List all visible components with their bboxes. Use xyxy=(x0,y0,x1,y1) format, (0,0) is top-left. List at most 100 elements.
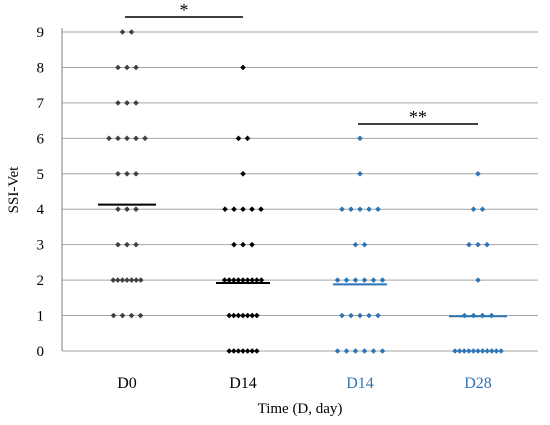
significance-label: ** xyxy=(409,107,427,127)
data-point xyxy=(249,206,255,213)
data-point xyxy=(479,348,486,354)
significance-label: * xyxy=(180,0,189,20)
data-point xyxy=(137,312,144,319)
data-point xyxy=(133,100,139,106)
data-point xyxy=(128,277,135,283)
data-point xyxy=(366,206,372,213)
data-point xyxy=(357,135,363,142)
data-point xyxy=(254,277,260,283)
data-point xyxy=(124,277,130,283)
data-point xyxy=(133,206,139,213)
data-point xyxy=(231,241,237,248)
data-point xyxy=(339,206,345,213)
data-point xyxy=(343,277,350,283)
data-point xyxy=(115,100,121,106)
data-point xyxy=(258,206,264,213)
data-point xyxy=(244,135,251,142)
gridlines xyxy=(61,28,538,352)
data-point xyxy=(254,348,260,354)
y-tick-label: 2 xyxy=(37,273,45,289)
data-point xyxy=(357,170,363,177)
data-point xyxy=(470,348,477,354)
data-point xyxy=(240,312,246,319)
data-point xyxy=(240,64,246,71)
data-point xyxy=(379,277,386,283)
data-point xyxy=(249,241,255,248)
data-point xyxy=(124,64,130,71)
data-point xyxy=(133,64,139,71)
y-tick-label: 9 xyxy=(37,25,45,41)
y-tick-label: 6 xyxy=(37,131,45,147)
data-point xyxy=(142,135,148,142)
data-point xyxy=(240,170,246,177)
data-point xyxy=(226,277,232,283)
data-point xyxy=(231,348,237,354)
x-category-label: D14 xyxy=(346,375,374,392)
data-point xyxy=(484,241,490,248)
data-point xyxy=(119,312,126,319)
data-point xyxy=(357,206,363,213)
data-point xyxy=(124,206,130,213)
data-point xyxy=(226,312,232,319)
data-point xyxy=(128,29,135,35)
x-category-label: D0 xyxy=(117,375,137,392)
data-point xyxy=(249,312,255,319)
y-tick-labels: 0 1 2 3 4 5 6 7 8 9 xyxy=(37,25,45,360)
data-point xyxy=(115,277,121,283)
data-point xyxy=(258,277,265,283)
data-point xyxy=(493,348,500,354)
data-point xyxy=(244,348,251,354)
y-tick-label: 7 xyxy=(37,96,45,112)
data-point xyxy=(128,312,135,319)
data-point xyxy=(240,348,246,354)
data-point xyxy=(475,348,481,354)
data-point xyxy=(124,170,130,177)
data-point xyxy=(231,312,237,319)
data-point xyxy=(249,348,255,354)
data-point xyxy=(456,348,463,354)
data-points xyxy=(106,29,504,354)
x-category-label: D28 xyxy=(464,375,492,392)
data-point xyxy=(110,312,117,319)
data-point xyxy=(343,348,350,354)
data-point xyxy=(235,348,242,354)
data-point xyxy=(475,170,481,177)
data-point xyxy=(124,100,130,106)
data-point xyxy=(375,312,381,319)
data-point xyxy=(361,348,368,354)
data-point xyxy=(254,312,260,319)
data-point xyxy=(370,348,377,354)
data-point xyxy=(370,277,377,283)
data-point xyxy=(115,241,121,248)
data-point xyxy=(231,277,237,283)
data-point xyxy=(110,277,116,283)
data-point xyxy=(115,206,121,213)
data-point xyxy=(235,277,242,283)
data-point xyxy=(115,135,121,142)
data-point xyxy=(348,206,354,213)
x-axis-title: Time (D, day) xyxy=(258,401,343,417)
data-point xyxy=(334,348,341,354)
data-point xyxy=(133,135,139,142)
data-point xyxy=(240,206,246,213)
y-tick-label: 4 xyxy=(37,202,45,218)
data-point xyxy=(475,277,481,283)
data-point xyxy=(119,277,126,283)
data-point xyxy=(235,135,242,142)
data-point xyxy=(124,241,130,248)
data-point xyxy=(348,312,354,319)
data-point xyxy=(115,170,121,177)
data-point xyxy=(106,135,112,142)
data-point xyxy=(133,241,139,248)
y-tick-label: 1 xyxy=(37,309,45,325)
significance-annotations: *** xyxy=(125,0,478,127)
y-axis-title: SSI-Vet xyxy=(6,166,22,214)
data-point xyxy=(231,206,237,213)
data-point xyxy=(119,29,126,35)
data-point xyxy=(361,277,368,283)
data-point xyxy=(240,277,246,283)
data-point xyxy=(479,206,486,213)
data-point xyxy=(466,348,472,354)
data-point xyxy=(244,312,251,319)
data-point xyxy=(249,277,255,283)
